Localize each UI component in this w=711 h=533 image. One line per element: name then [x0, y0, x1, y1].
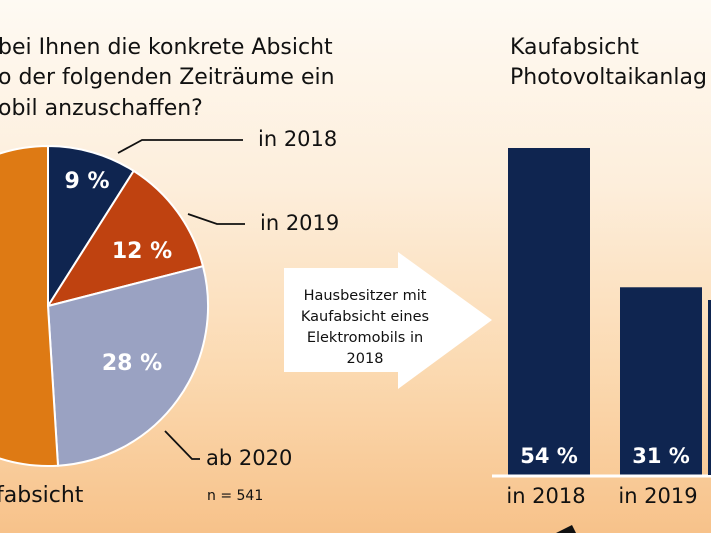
bar-partial-edge	[708, 300, 711, 475]
pie-slice-4	[0, 144, 60, 467]
arrow-text: Hausbesitzer mit Kaufabsicht eines Elekt…	[290, 286, 440, 370]
bar-category-label-2: in 2019	[618, 484, 697, 508]
pie-leader-lines: in 2018 in 2019 ab 2020	[117, 127, 339, 470]
bar-1	[508, 148, 590, 475]
pie-slice-2	[45, 169, 205, 308]
pie-slice-1	[47, 144, 136, 310]
pie-value-label-3: 28 %	[102, 351, 162, 376]
bar-title-line-2: Photovoltaikanlag	[510, 65, 707, 90]
arrow-text-line-4: 2018	[346, 351, 384, 367]
arrow-polygon	[284, 252, 492, 389]
pie-slice-3	[46, 264, 210, 467]
arrow-shape	[284, 252, 492, 389]
pie-leader-2	[187, 213, 245, 225]
pie-bottom-label: fabsicht	[0, 483, 84, 508]
bar-chart: 54 % in 2018 31 % in 2019	[492, 148, 711, 533]
pie-chart: 9 % 12 % 28 %	[0, 144, 210, 467]
bar-value-label-2: 31 %	[632, 444, 690, 468]
pie-category-label-3: ab 2020	[206, 446, 292, 470]
question-line-3: obil anzuschaffen?	[0, 96, 203, 121]
arrow-text-line-3: Elektromobils in	[306, 330, 424, 346]
sample-size-label: n = 541	[207, 488, 264, 504]
question-line-2: o der folgenden Zeiträume ein	[0, 65, 335, 90]
bar-2	[620, 287, 702, 475]
bar-value-label-1: 54 %	[520, 444, 578, 468]
bottom-arrow-fragment	[556, 525, 576, 533]
pie-leader-3	[164, 430, 200, 460]
arrow-text-line-2: Kaufabsicht eines	[300, 309, 430, 325]
bar-title-line-1: Kaufabsicht	[510, 35, 639, 60]
pie-category-label-1: in 2018	[258, 127, 337, 151]
pie-leader-1	[117, 139, 243, 154]
bar-category-label-1: in 2018	[506, 484, 585, 508]
pie-category-label-2: in 2019	[260, 211, 339, 235]
pie-value-label-1: 9 %	[64, 169, 109, 194]
arrow-text-line-1: Hausbesitzer mit	[303, 288, 427, 304]
pie-value-label-2: 12 %	[112, 239, 172, 264]
question-line-1: bei Ihnen die konkrete Absicht	[0, 35, 333, 60]
